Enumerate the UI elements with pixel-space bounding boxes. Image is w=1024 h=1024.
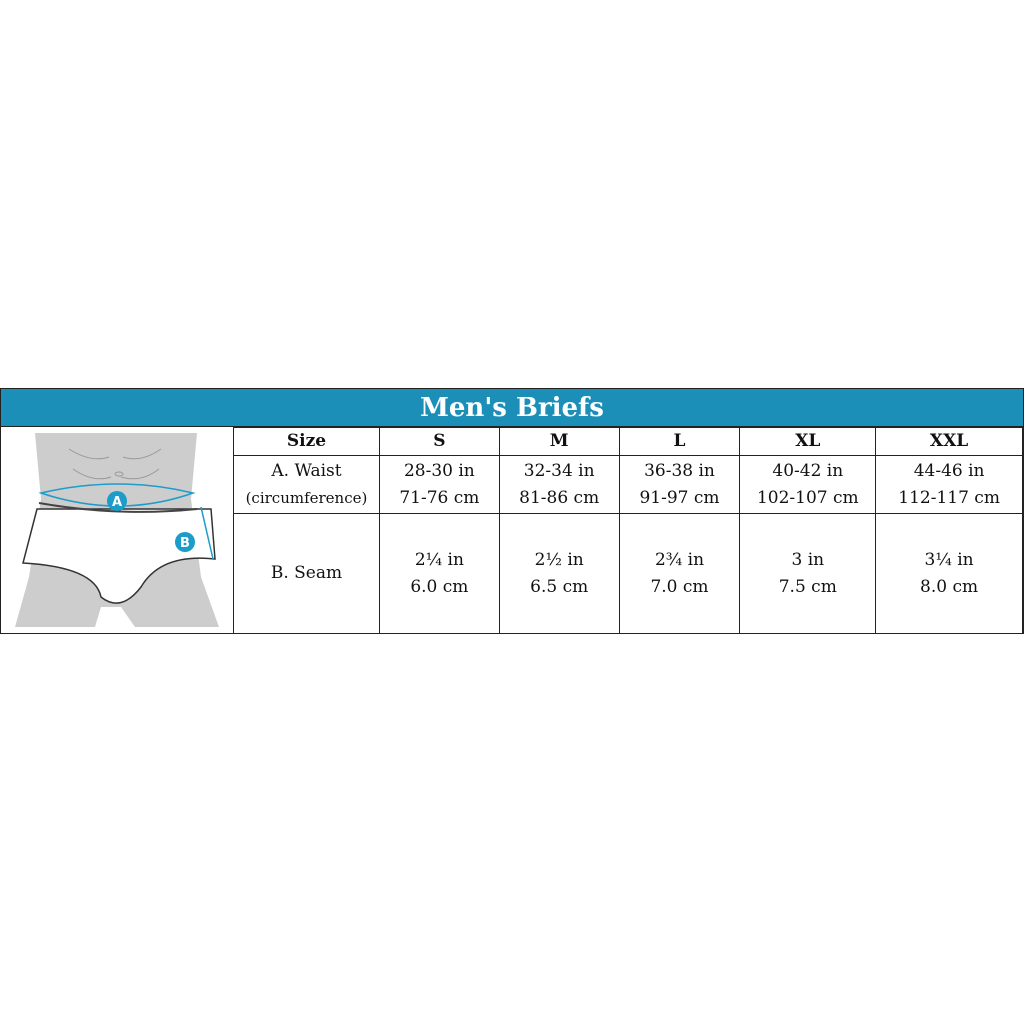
marker-a-icon: A: [107, 491, 127, 511]
seam-in: 2¼ in: [414, 549, 464, 570]
seam-in: 3¼ in: [924, 549, 974, 570]
waist-in: 32-34 in: [523, 460, 595, 481]
seam-cm: 7.5 cm: [778, 576, 837, 597]
waist-in: 36-38 in: [644, 460, 715, 481]
size-xl: XL: [739, 427, 877, 456]
seam-in: 2½ in: [534, 549, 584, 570]
waist-cm: 102-107 cm: [756, 487, 859, 508]
size-s: S: [378, 427, 500, 456]
waist-sublabel: (circumference): [245, 488, 368, 507]
size-xxl: XXL: [875, 427, 1023, 456]
seam-cm: 7.0 cm: [650, 576, 709, 597]
header-row: Size S M L XL XXL: [233, 427, 1023, 456]
marker-b-icon: B: [175, 532, 195, 552]
waist-row: A. Waist (circumference) 28-30 in 71-76 cm…: [233, 455, 1023, 514]
size-l: L: [618, 427, 741, 456]
waist-cm: 112-117 cm: [898, 487, 1000, 508]
waist-in: 40-42 in: [772, 460, 844, 481]
waist-in: 28-30 in: [403, 460, 475, 481]
waist-cm: 91-97 cm: [639, 487, 720, 508]
briefs-illustration: A B: [15, 433, 219, 627]
waist-cm: 71-76 cm: [399, 487, 480, 508]
waist-label: A. Waist: [271, 460, 342, 481]
size-chart: Men's Briefs A B Size S M L XL XXL A. Wa…: [0, 388, 1024, 634]
seam-in: 2¾ in: [654, 549, 705, 570]
size-label: Size: [233, 427, 380, 456]
seam-label: B. Seam: [233, 513, 380, 634]
svg-text:A: A: [112, 495, 122, 510]
size-m: M: [498, 427, 620, 456]
seam-cm: 6.5 cm: [530, 576, 589, 597]
svg-text:B: B: [180, 536, 190, 551]
chart-title: Men's Briefs: [1, 389, 1023, 427]
waist-in: 44-46 in: [913, 460, 985, 481]
seam-row: B. Seam 2¼ in 6.0 cm 2½ in 6.5 cm 2¾ in 7.0…: [233, 513, 1023, 634]
size-table: Size S M L XL XXL A. Waist (circumference…: [233, 427, 1023, 634]
seam-in: 3 in: [791, 549, 825, 570]
seam-cm: 8.0 cm: [920, 576, 979, 597]
seam-cm: 6.0 cm: [410, 576, 469, 597]
waist-cm: 81-86 cm: [519, 487, 600, 508]
